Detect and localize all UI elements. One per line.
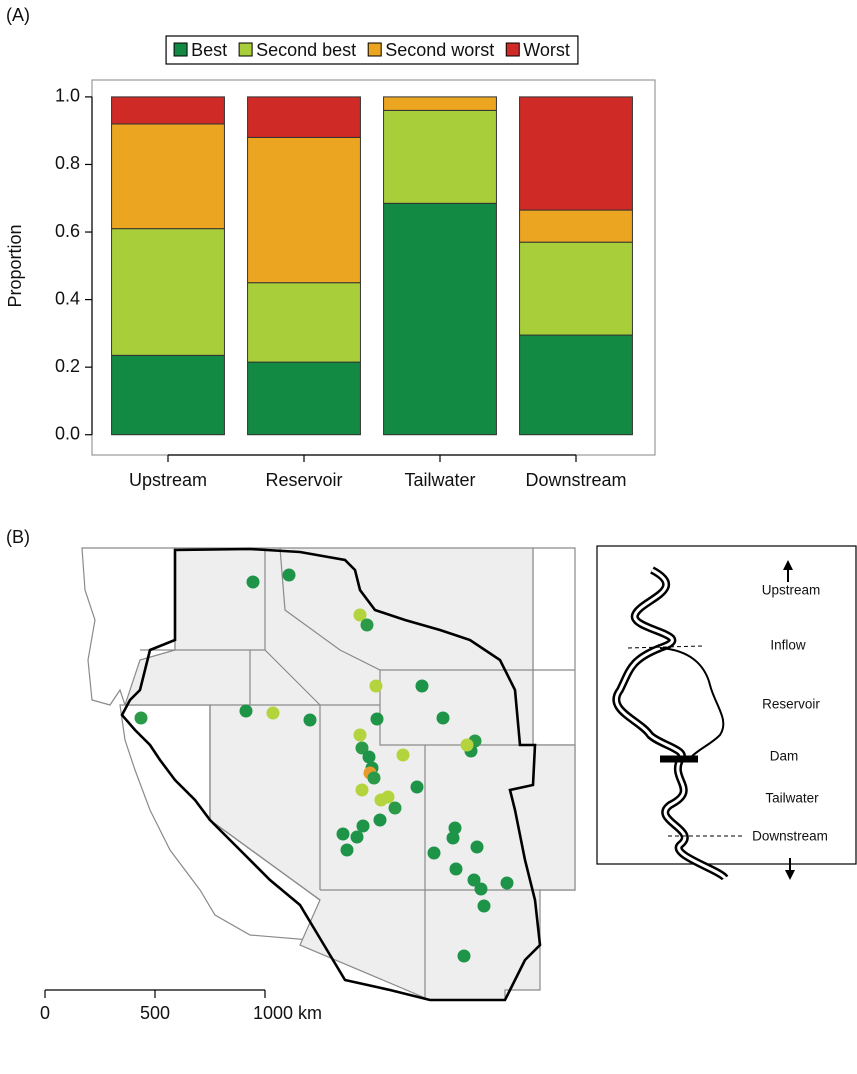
site-point xyxy=(370,680,383,693)
diagram-label: Downstream xyxy=(752,829,828,844)
y-tick-label: 0.0 xyxy=(55,423,80,443)
bar-segment xyxy=(248,283,361,362)
site-point xyxy=(478,900,491,913)
site-point xyxy=(411,781,424,794)
site-point xyxy=(475,883,488,896)
legend-swatch xyxy=(174,43,187,56)
site-point xyxy=(341,844,354,857)
scale-label: 500 xyxy=(140,1003,170,1023)
diagram-label: Dam xyxy=(770,749,799,764)
bar-segment xyxy=(248,97,361,138)
y-tick-label: 0.8 xyxy=(55,153,80,173)
panel-label: (A) xyxy=(6,5,30,25)
y-tick-label: 0.2 xyxy=(55,356,80,376)
site-point xyxy=(458,950,471,963)
site-point xyxy=(354,729,367,742)
scale-label: 0 xyxy=(40,1003,50,1023)
bar-segment xyxy=(248,137,361,282)
arrow-head xyxy=(785,870,795,880)
legend-label: Second best xyxy=(256,40,356,60)
site-point xyxy=(351,831,364,844)
site-point xyxy=(371,713,384,726)
site-point xyxy=(471,841,484,854)
legend-label: Second worst xyxy=(385,40,494,60)
site-point xyxy=(416,680,429,693)
site-point xyxy=(437,712,450,725)
site-point xyxy=(356,784,369,797)
y-tick-label: 0.4 xyxy=(55,288,80,308)
bar-segment xyxy=(520,335,633,435)
site-point xyxy=(357,820,370,833)
bar-segment xyxy=(112,97,225,124)
diagram-label: Upstream xyxy=(762,583,821,598)
legend-swatch xyxy=(506,43,519,56)
map xyxy=(82,548,575,1000)
site-point xyxy=(361,619,374,632)
bar-segment xyxy=(112,355,225,434)
site-point xyxy=(240,705,253,718)
panel-label: (B) xyxy=(6,527,30,547)
site-point xyxy=(368,772,381,785)
legend-label: Worst xyxy=(523,40,570,60)
figure: (A) Proportion 0.0 0.2 0.4 0.6 0.8 1.0 Upstrea… xyxy=(0,0,857,1074)
bar-chart: 0.0 0.2 0.4 0.6 0.8 1.0 Upstream Reservoir Tailw… xyxy=(55,36,632,490)
site-point xyxy=(337,828,350,841)
bar-segment xyxy=(384,110,497,203)
site-point xyxy=(450,863,463,876)
bar-segment xyxy=(520,97,633,210)
site-point xyxy=(135,712,148,725)
x-tick-label: Upstream xyxy=(129,470,207,490)
site-point xyxy=(247,576,260,589)
bar-segment xyxy=(520,242,633,335)
bar-segment xyxy=(520,210,633,242)
site-point xyxy=(374,814,387,827)
site-point xyxy=(267,707,280,720)
site-point xyxy=(397,749,410,762)
x-tick-label: Tailwater xyxy=(404,470,475,490)
site-point xyxy=(363,751,376,764)
site-point xyxy=(382,791,395,804)
legend: Best Second best Second worst Worst xyxy=(166,36,578,64)
legend-swatch xyxy=(368,43,381,56)
bar-segment xyxy=(384,97,497,111)
x-tick-label: Downstream xyxy=(525,470,626,490)
legend-label: Best xyxy=(191,40,227,60)
y-axis-label: Proportion xyxy=(5,224,25,307)
site-point xyxy=(447,832,460,845)
site-point xyxy=(428,847,441,860)
bar-segment xyxy=(112,229,225,356)
site-point xyxy=(304,714,317,727)
site-point xyxy=(389,802,402,815)
scale-bar: 0 500 1000 km xyxy=(40,990,322,1023)
y-tick-label: 1.0 xyxy=(55,86,80,106)
diagram-label: Tailwater xyxy=(765,791,819,806)
bar-segment xyxy=(384,203,497,434)
site-point xyxy=(501,877,514,890)
bar-segment xyxy=(112,124,225,229)
scale-label: 1000 km xyxy=(253,1003,322,1023)
y-tick-label: 0.6 xyxy=(55,221,80,241)
diagram-label: Reservoir xyxy=(762,697,820,712)
river-diagram: Upstream Inflow Reservoir Dam Tailwater … xyxy=(597,546,856,880)
legend-swatch xyxy=(239,43,252,56)
site-point xyxy=(461,739,474,752)
diagram-label: Inflow xyxy=(770,638,806,653)
bar-segment xyxy=(248,362,361,435)
x-tick-label: Reservoir xyxy=(265,470,342,490)
site-point xyxy=(283,569,296,582)
